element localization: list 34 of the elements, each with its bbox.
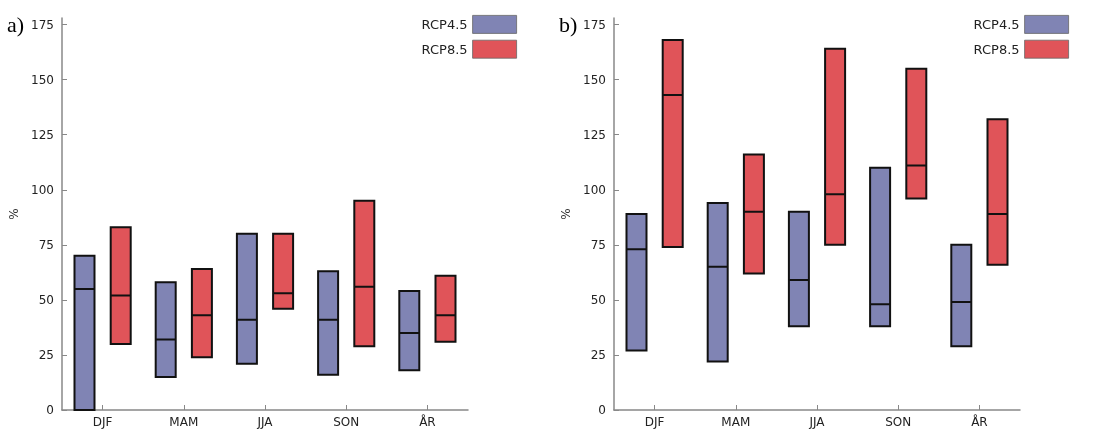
y-tick-label: 50 xyxy=(38,292,54,307)
legend-label: RCP4.5 xyxy=(973,16,1020,32)
x-tick-label: SON xyxy=(885,415,912,429)
legend-label: RCP8.5 xyxy=(421,41,468,57)
y-tick-label: 25 xyxy=(38,347,54,362)
x-tick-label: JJA xyxy=(808,415,826,429)
y-tick-label: 125 xyxy=(31,127,54,142)
y-axis-title: % xyxy=(559,208,574,220)
x-tick-label: MAM xyxy=(169,415,199,429)
y-tick-label: 75 xyxy=(590,237,606,252)
y-tick-label: 150 xyxy=(31,72,54,87)
y-tick-label: 100 xyxy=(583,182,606,197)
chart-title: a) xyxy=(7,11,25,37)
x-tick-label: MAM xyxy=(721,415,751,429)
x-tick-label: DJF xyxy=(644,415,665,429)
x-tick-label: SON xyxy=(333,415,360,429)
y-tick-label: 0 xyxy=(46,403,54,417)
y-tick-label: 175 xyxy=(31,17,54,32)
x-tick-label: JJA xyxy=(256,415,274,429)
x-tick-label: ÅR xyxy=(419,414,436,429)
y-tick-label: 0 xyxy=(598,403,606,417)
y-tick-label: 125 xyxy=(583,127,606,142)
x-tick-label: ÅR xyxy=(971,414,988,429)
chart-title: b) xyxy=(559,11,578,37)
legend-label: RCP4.5 xyxy=(421,16,468,32)
x-tick-label: DJF xyxy=(92,415,113,429)
y-tick-label: 100 xyxy=(31,182,54,197)
y-tick-label: 50 xyxy=(590,292,606,307)
y-axis-title: % xyxy=(7,208,22,220)
y-tick-label: 25 xyxy=(590,347,606,362)
y-tick-label: 150 xyxy=(583,72,606,87)
y-tick-label: 75 xyxy=(38,237,54,252)
legend-label: RCP8.5 xyxy=(973,41,1020,57)
y-tick-label: 175 xyxy=(583,17,606,32)
